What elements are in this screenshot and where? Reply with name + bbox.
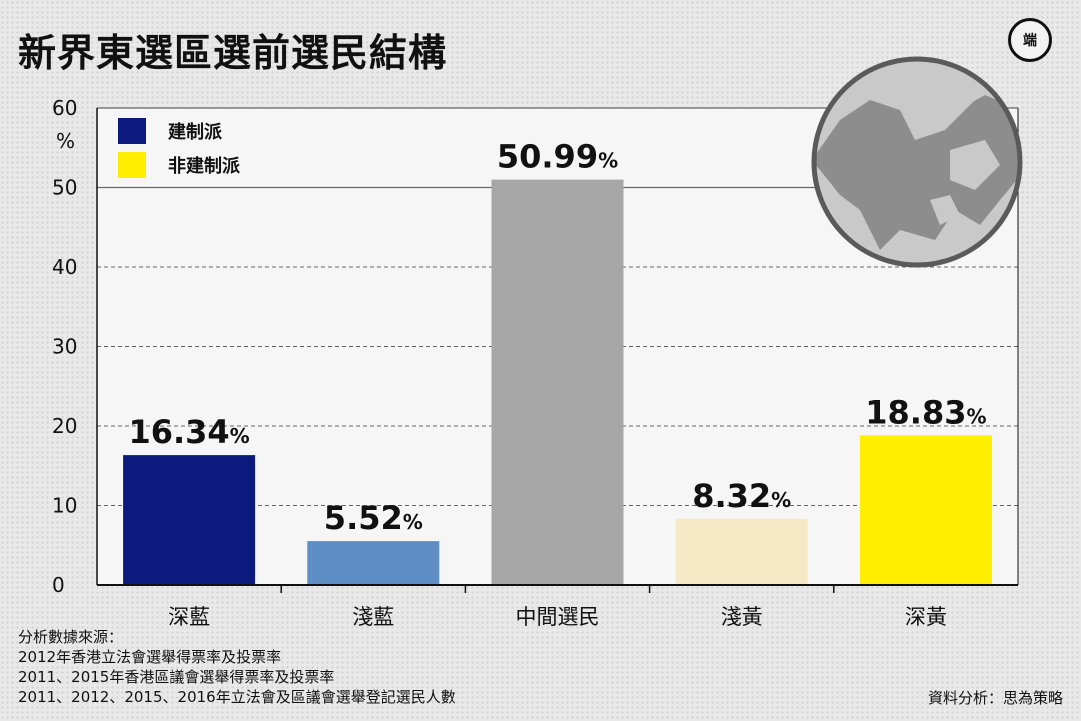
- bar-2: [491, 179, 624, 585]
- source-line: 分析數據來源：: [18, 628, 124, 646]
- legend-swatch: [118, 118, 146, 144]
- y-tick-label: 50: [52, 176, 77, 200]
- category-label: 中間選民: [516, 605, 600, 629]
- y-tick-label: 20: [52, 414, 77, 438]
- category-label: 深藍: [168, 605, 210, 629]
- y-axis-unit: %: [56, 129, 75, 153]
- bar-3: [675, 518, 808, 585]
- analysis-credit: 資料分析：思為策略: [927, 689, 1063, 707]
- y-tick-label: 0: [52, 573, 65, 597]
- source-line: 2012年香港立法會選舉得票率及投票率: [18, 648, 282, 666]
- y-tick-label: 40: [52, 255, 77, 279]
- district-map-inset: [811, 56, 1023, 268]
- bar-value-label: 5.52%: [324, 499, 423, 537]
- legend-label: 非建制派: [168, 155, 241, 177]
- chart-title: 新界東選區選前選民結構: [18, 31, 448, 75]
- category-label: 深黃: [905, 605, 947, 629]
- category-label: 淺黃: [721, 605, 763, 629]
- bar-value-label: 18.83%: [865, 393, 986, 431]
- bar-value-label: 8.32%: [692, 477, 791, 515]
- bar-1: [307, 541, 440, 585]
- bar-value-label: 50.99%: [497, 138, 618, 176]
- bar-0: [123, 455, 256, 585]
- category-label: 淺藍: [352, 605, 394, 629]
- y-tick-label: 30: [52, 335, 77, 359]
- bar-value-label: 16.34%: [128, 413, 249, 451]
- source-line: 2011、2012、2015、2016年立法會及區議會選舉登記選民人數: [18, 688, 456, 706]
- legend-swatch: [118, 152, 146, 178]
- bar-4: [859, 435, 992, 585]
- legend-label: 建制派: [168, 121, 223, 143]
- y-tick-label: 10: [52, 494, 77, 518]
- source-line: 2011、2015年香港區議會選舉得票率及投票率: [18, 668, 335, 686]
- source-notes: 分析數據來源： 2012年香港立法會選舉得票率及投票率 2011、2015年香港…: [18, 627, 456, 707]
- y-tick-label: 60: [52, 96, 77, 120]
- brand-logo: 端: [1008, 18, 1052, 62]
